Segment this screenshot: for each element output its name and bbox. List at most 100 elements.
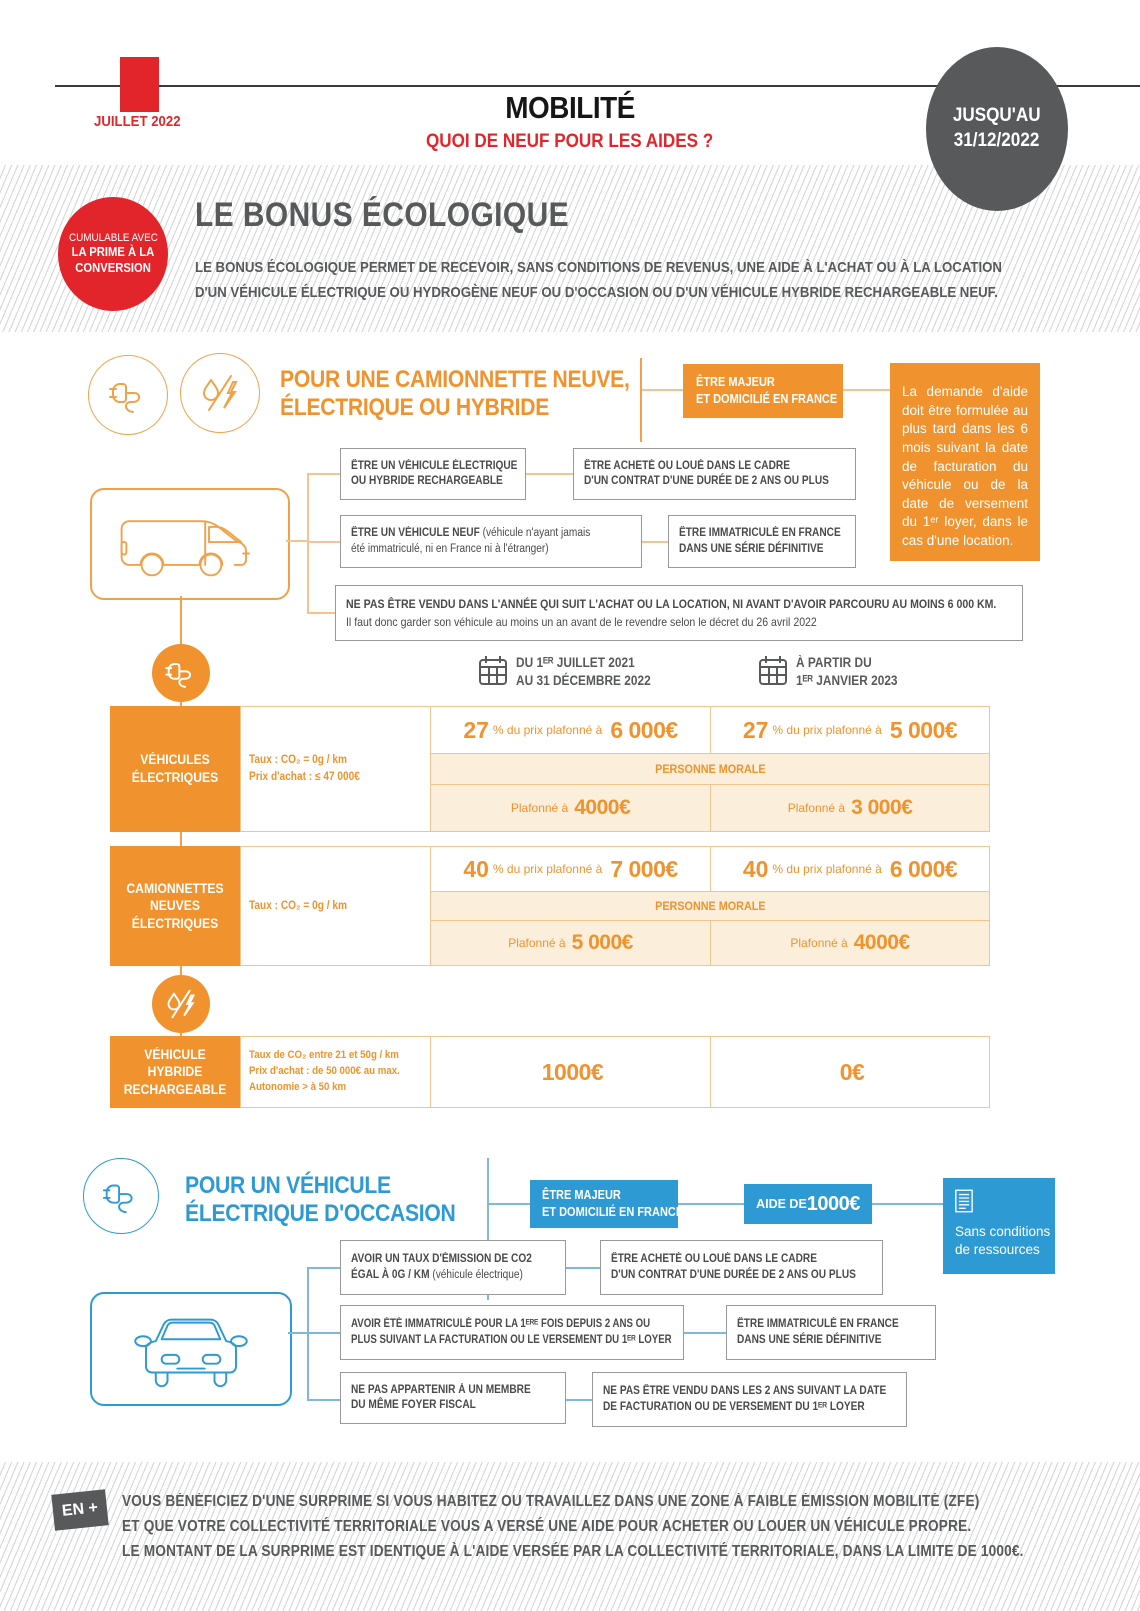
condition-box-co2: AVOIR UN TAUX D'ÉMISSION DE CO2 ÉGAL À 0… [340,1240,566,1295]
row2-conditions: Taux : CO₂ = 0g / km [240,846,430,966]
condition-box-2: ÊTRE ACHETÉ OU LOUÉ DANS LE CADRE D'UN C… [573,448,856,500]
connector [307,1332,340,1334]
deadline-badge: JUSQU'AU 31/12/2022 [926,47,1068,211]
footer-text: VOUS BÉNÉFICIEZ D'UNE SURPRIME SI VOUS H… [122,1493,1024,1561]
intro-title: LE BONUS ÉCOLOGIQUE [195,196,570,234]
row2-label: CAMIONNETTES NEUVES ÉLECTRIQUES [110,846,240,966]
cumulable-line1: CUMULABLE AVEC [68,231,158,244]
connector [566,1267,600,1269]
intro-band [0,165,1140,332]
calendar-icon [759,656,787,685]
connector [872,1203,943,1205]
condition-box-contrat: ÊTRE ACHETÉ OU LOUÉ DANS LE CADRE D'UN C… [600,1240,883,1295]
note-text: Sans conditions de ressources [955,1224,1051,1258]
row1-label: VÉHICULES ÉLECTRIQUES [110,706,240,832]
cumulable-badge: CUMULABLE AVEC LA PRIME À LA CONVERSION [58,197,168,311]
row1-personne-morale: PERSONNE MORALE [431,753,989,785]
period-col1-label: DU 1ᴱᴿ JUILLET 2021 AU 31 DÉCEMBRE 2022 [516,655,651,689]
connector [307,1267,340,1269]
cumulable-line2: LA PRIME À LA [71,245,155,260]
hybrid-circle-outline [180,353,260,433]
connector [307,1399,340,1401]
van-box [90,488,290,600]
aide-amount: 1000€ [806,1192,861,1215]
car-icon [134,1318,248,1388]
row3-label: VÉHICULE HYBRIDE RECHARGEABLE [110,1036,240,1108]
note-box-orange: La demande d'aide doit être formulée au … [890,363,1040,561]
section1-divider [640,358,642,442]
row3-value-period2: 0€ [710,1037,989,1107]
section2-divider [487,1158,489,1300]
period-col2-label: À PARTIR DU 1ᴱᴿ JANVIER 2023 [796,655,898,689]
page-subtitle: QUOI DE NEUF POUR LES AIDES ? [426,131,714,152]
row3-conditions: Taux de CO₂ entre 21 et 50g / km Prix d'… [240,1036,430,1108]
connector [678,1203,744,1205]
drop-lightning-icon [202,375,238,411]
condition-box-1: ÊTRE UN VÉHICULE ÉLECTRIQUE OU HYBRIDE R… [340,448,526,500]
connector [566,1399,592,1401]
connector [307,541,340,543]
connector [307,473,340,475]
row3-values: 1000€ 0€ [430,1036,990,1108]
plug-circle-outline [88,355,168,435]
note-box-blue: Sans conditions de ressources [943,1178,1055,1274]
row3-value-period1: 1000€ [541,1058,604,1085]
plug-circle-filled [152,644,210,702]
intro-body: LE BONUS ÉCOLOGIQUE PERMET DE RECEVOIR, … [195,259,1002,301]
period-col2: À PARTIR DU 1ᴱᴿ JANVIER 2023 [758,654,911,690]
header-date: JUILLET 2022 [94,113,181,130]
section2-title: POUR UN VÉHICULE ÉLECTRIQUE D'OCCASION [185,1172,456,1228]
condition-box-foyer-fiscal: NE PAS APPARTENIR À UN MEMBRE DU MÊME FO… [340,1372,566,1424]
section1-title: POUR UNE CAMIONNETTE NEUVE, ÉLECTRIQUE O… [280,366,630,422]
van-icon [120,520,250,577]
page-title: MOBILITÉ [505,90,635,125]
en-plus-tag: EN + [51,1489,109,1531]
deadline-line2: 31/12/2022 [954,130,1040,151]
condition-box-5: NE PAS ÊTRE VENDU DANS L'ANNÉE QUI SUIT … [335,585,1023,641]
car-box [90,1292,292,1406]
connector [526,473,573,475]
connector [843,389,890,391]
document-icon [955,1189,973,1213]
plug-icon [109,383,141,413]
calendar-icon [479,656,507,685]
connector [307,612,335,614]
condition-box-revente-2ans: NE PAS ÊTRE VENDU DANS LES 2 ANS SUIVANT… [592,1372,907,1427]
deadline-line1: JUSQU'AU [953,105,1041,127]
plug-icon [165,663,192,688]
drop-lightning-icon [167,989,196,1019]
trunk-line [307,473,309,613]
note-text: La demande d'aide doit être formulée au … [902,384,1028,548]
condition-majeur-box: ÊTRE MAJEUR ET DOMICILIÉ EN FRANCE [683,364,843,418]
condition-box-serie-definitive: ÊTRE IMMATRICULÉ EN FRANCE DANS UNE SÉRI… [726,1305,936,1360]
period-col1: DU 1ᴱᴿ JUILLET 2021 AU 31 DÉCEMBRE 2022 [478,654,669,690]
row1-conditions: Taux : CO₂ = 0g / km Prix d'achat : ≤ 47… [240,706,430,832]
connector [286,540,307,542]
condition-majeur-box-blue: ÊTRE MAJEUR ET DOMICILIÉ EN FRANCE [530,1180,683,1228]
hybrid-circle-filled [152,975,210,1033]
connector [488,1203,530,1205]
row1-plafond-period1: Plafonné à 4000€ [431,785,710,831]
condition-box-4: ÊTRE IMMATRICULÉ EN FRANCE DANS UNE SÉRI… [668,515,856,568]
row2-personne-morale: PERSONNE MORALE [431,891,989,921]
connector [684,1332,726,1334]
row2-plafond-period2: Plafonné à 4000€ [710,921,989,965]
cumulable-line3: CONVERSION [75,260,151,275]
plug-circle-outline-blue [83,1158,159,1234]
footer-band [0,1462,1140,1611]
header-rule [55,85,1140,87]
connector [642,541,668,543]
condition-box-immatricule-2ans: AVOIR ÉTÉ IMMATRICULÉ POUR LA 1ᴱᴿᴱ FOIS … [340,1305,684,1360]
aide-box: AIDE DE 1000€ [744,1184,872,1224]
connector [642,389,683,391]
aide-label: AIDE DE [756,1197,807,1211]
